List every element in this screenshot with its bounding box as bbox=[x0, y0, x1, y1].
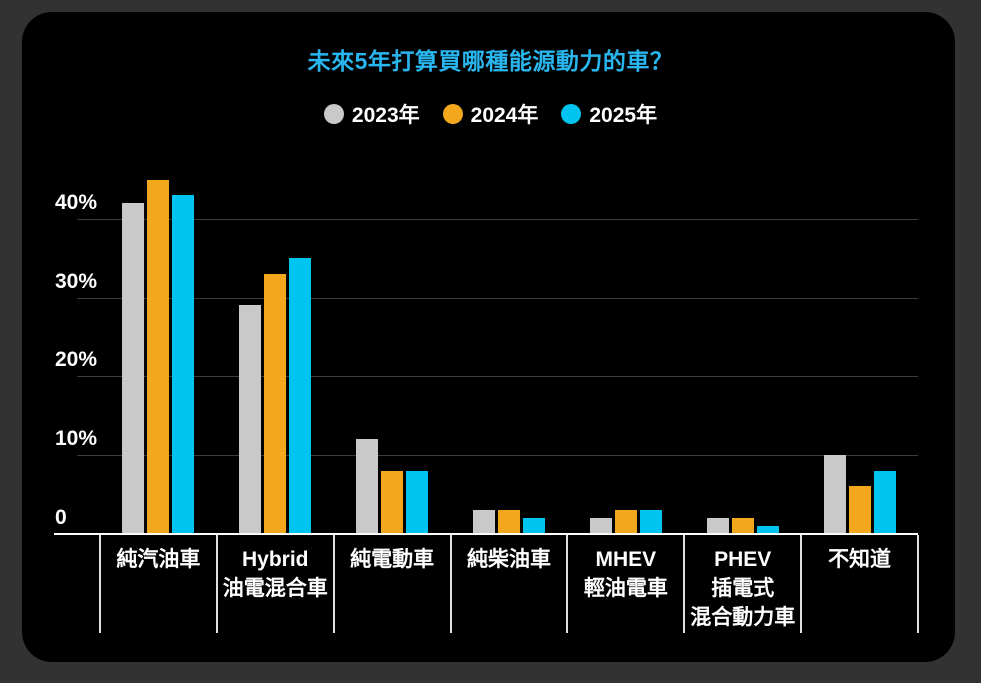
x-category-label-4: MHEV 輕油電車 bbox=[567, 545, 684, 603]
x-category-label-5: PHEV 插電式混合動力車 bbox=[684, 545, 801, 632]
bar-2025-cat4 bbox=[639, 509, 662, 534]
y-tick-label-10: 10% bbox=[55, 426, 98, 450]
x-category-line: 混合動力車 bbox=[690, 606, 796, 629]
bar-2025-cat6 bbox=[873, 470, 896, 534]
legend-label-2025: 2025年 bbox=[589, 104, 658, 127]
bar-2024-cat3 bbox=[498, 509, 520, 534]
y-tick-label-0: 0 bbox=[55, 505, 67, 529]
y-tick-label-20: 20% bbox=[55, 348, 98, 372]
bar-2023-cat5 bbox=[706, 517, 729, 534]
legend-dot-2024 bbox=[442, 104, 463, 124]
category-separator-4 bbox=[566, 534, 569, 633]
category-separator-2 bbox=[332, 534, 335, 633]
category-separator-3 bbox=[449, 534, 452, 633]
y-tick-label-40: 40% bbox=[55, 190, 98, 214]
category-separator-1 bbox=[215, 534, 218, 633]
bar-2024-cat6 bbox=[848, 486, 871, 534]
bar-2023-cat0 bbox=[122, 203, 145, 534]
x-category-label-1: Hybrid 油電混合車 bbox=[217, 545, 334, 603]
x-category-line: PHEV bbox=[714, 548, 772, 571]
x-category-line: 純柴油車 bbox=[466, 548, 551, 571]
legend-dot-2025 bbox=[561, 104, 582, 124]
x-category-label-0: 純汽油車 bbox=[100, 545, 217, 574]
category-separator-6 bbox=[800, 534, 803, 633]
bar-2024-cat2 bbox=[381, 470, 404, 534]
bar-2025-cat2 bbox=[406, 470, 429, 534]
legend-item-2024: 2024年 bbox=[442, 99, 539, 129]
bar-2025-cat3 bbox=[523, 517, 545, 534]
chart-title: 未來5年打算買哪種能源動力的車？ bbox=[307, 48, 674, 74]
x-category-line: 不知道 bbox=[828, 548, 892, 571]
grid-line-20 bbox=[77, 376, 918, 378]
legend-item-2023: 2023年 bbox=[323, 99, 420, 129]
chart-legend: 2023年 2024年 2025年 bbox=[0, 99, 981, 129]
category-separator-5 bbox=[683, 534, 686, 633]
y-tick-label-30: 30% bbox=[55, 269, 98, 293]
grid-line-40 bbox=[77, 218, 918, 220]
bar-2023-cat3 bbox=[473, 509, 495, 534]
bar-2023-cat4 bbox=[589, 517, 612, 534]
category-separator-0 bbox=[99, 534, 101, 633]
x-category-line: 油電混合車 bbox=[222, 577, 328, 600]
legend-label-2024: 2024年 bbox=[470, 104, 539, 127]
bar-2024-cat4 bbox=[614, 509, 637, 534]
x-category-label-3: 純柴油車 bbox=[451, 545, 568, 574]
x-axis-line bbox=[54, 532, 918, 535]
bar-2023-cat6 bbox=[823, 454, 846, 534]
category-separator-7 bbox=[917, 534, 919, 633]
bar-2023-cat2 bbox=[356, 439, 379, 534]
legend-dot-2023 bbox=[323, 104, 344, 124]
x-category-line: 插電式 bbox=[711, 577, 775, 600]
x-category-label-6: 不知道 bbox=[801, 545, 918, 574]
x-category-line: 純電動車 bbox=[350, 548, 435, 571]
bar-2023-cat1 bbox=[239, 305, 262, 534]
bar-2024-cat5 bbox=[731, 517, 754, 534]
x-category-line: 純汽油車 bbox=[116, 548, 201, 571]
legend-item-2025: 2025年 bbox=[561, 99, 657, 129]
x-category-line: MHEV bbox=[595, 548, 657, 571]
bar-2024-cat0 bbox=[147, 179, 170, 534]
bar-2024-cat1 bbox=[264, 273, 287, 534]
bar-2025-cat0 bbox=[172, 195, 195, 534]
bar-2025-cat1 bbox=[289, 258, 312, 534]
grid-line-10 bbox=[77, 454, 918, 456]
bar-2025-cat5 bbox=[756, 525, 779, 534]
grid-line-30 bbox=[77, 297, 918, 299]
x-category-line: 輕油電車 bbox=[583, 577, 668, 600]
x-category-line: Hybrid bbox=[242, 548, 309, 571]
legend-label-2023: 2023年 bbox=[351, 104, 420, 127]
x-category-label-2: 純電動車 bbox=[334, 545, 451, 574]
